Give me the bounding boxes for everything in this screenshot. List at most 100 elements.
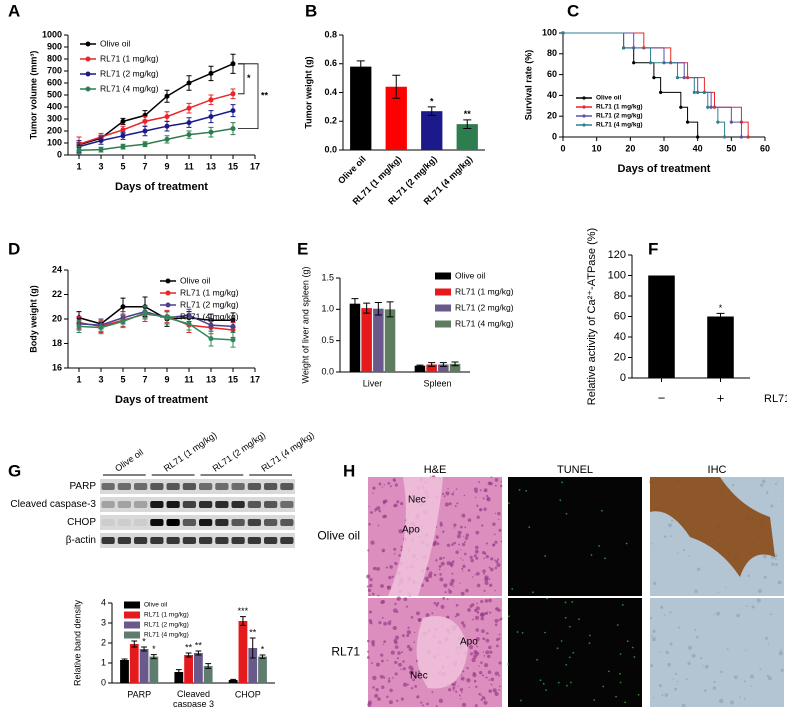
y-tick-label: 800 bbox=[47, 53, 62, 63]
texture bbox=[719, 698, 724, 704]
texture bbox=[556, 647, 559, 650]
data-point bbox=[208, 129, 214, 135]
y-axis-label: Survival rate (%) bbox=[523, 50, 533, 121]
texture bbox=[459, 687, 464, 692]
texture bbox=[406, 683, 409, 686]
band bbox=[280, 483, 294, 490]
texture bbox=[380, 659, 384, 663]
texture bbox=[724, 586, 727, 588]
texture bbox=[480, 599, 484, 604]
texture bbox=[756, 598, 761, 603]
texture bbox=[671, 519, 674, 522]
texture bbox=[669, 611, 672, 614]
texture bbox=[427, 573, 433, 579]
texture bbox=[494, 512, 497, 515]
texture bbox=[469, 652, 474, 656]
texture bbox=[464, 536, 469, 540]
texture bbox=[668, 523, 672, 528]
band bbox=[134, 501, 148, 508]
texture bbox=[367, 702, 372, 707]
row-label: Olive oil bbox=[317, 529, 360, 543]
texture bbox=[370, 540, 375, 545]
texture bbox=[498, 685, 501, 688]
texture bbox=[696, 567, 701, 571]
legend-label: RL71 (1 mg/kg) bbox=[455, 286, 514, 296]
texture bbox=[457, 685, 459, 687]
data-point bbox=[98, 147, 104, 153]
legend-swatch bbox=[435, 304, 451, 312]
error-bar bbox=[716, 312, 725, 321]
texture bbox=[489, 481, 493, 486]
x-tick-label: 11 bbox=[184, 161, 194, 171]
texture bbox=[380, 599, 385, 604]
texture bbox=[486, 497, 490, 501]
texture bbox=[370, 622, 373, 625]
data-point bbox=[76, 323, 82, 329]
y-tick-label: 20 bbox=[614, 351, 626, 363]
annotation: ** bbox=[261, 91, 269, 101]
texture bbox=[387, 481, 391, 485]
texture bbox=[557, 681, 560, 684]
texture bbox=[545, 689, 548, 692]
error-bar bbox=[356, 60, 365, 73]
texture bbox=[486, 611, 489, 613]
texture bbox=[744, 680, 747, 683]
error-bar bbox=[175, 669, 182, 675]
texture bbox=[461, 542, 466, 547]
data-point bbox=[208, 70, 214, 76]
texture bbox=[462, 559, 464, 561]
legend-marker bbox=[85, 41, 91, 47]
legend-swatch bbox=[124, 611, 140, 619]
texture bbox=[394, 660, 398, 665]
texture bbox=[367, 650, 370, 653]
x-tick-label: CHOP bbox=[235, 689, 261, 699]
legend-label: RL71 (2 mg/kg) bbox=[596, 113, 643, 120]
texture bbox=[476, 504, 479, 507]
bar bbox=[449, 363, 461, 372]
texture bbox=[368, 619, 372, 623]
texture bbox=[681, 703, 686, 707]
bar bbox=[426, 364, 437, 372]
texture bbox=[669, 642, 673, 646]
texture bbox=[451, 572, 454, 575]
texture bbox=[564, 601, 567, 604]
texture bbox=[381, 685, 385, 689]
texture bbox=[463, 541, 466, 544]
x-tick-label: 40 bbox=[693, 143, 703, 153]
bar bbox=[414, 365, 426, 372]
band bbox=[182, 483, 196, 490]
band bbox=[117, 501, 131, 508]
y-tick-label: 500 bbox=[47, 89, 62, 99]
bar bbox=[248, 648, 258, 683]
legend-label: RL71 (4 mg/kg) bbox=[100, 83, 159, 93]
texture bbox=[664, 693, 669, 697]
legend-label: Olive oil bbox=[100, 38, 130, 48]
band bbox=[101, 519, 115, 526]
legend-label: RL71 (4 mg/kg) bbox=[180, 311, 239, 321]
texture bbox=[443, 583, 448, 588]
texture bbox=[650, 664, 654, 668]
texture bbox=[389, 688, 393, 693]
texture bbox=[518, 488, 521, 491]
texture bbox=[379, 674, 384, 679]
texture bbox=[494, 540, 498, 544]
lane-label: RL71 (2 mg/kg) bbox=[211, 430, 268, 474]
error-bar bbox=[230, 678, 237, 682]
y-tick-label: 1.5 bbox=[321, 272, 334, 282]
y-axis-label: Body weight (g) bbox=[28, 285, 38, 353]
texture bbox=[494, 671, 499, 676]
texture bbox=[475, 685, 478, 689]
texture bbox=[402, 682, 408, 687]
x-tick-label: 9 bbox=[164, 161, 169, 171]
legend-label: RL71 (1 mg/kg) bbox=[144, 612, 189, 619]
texture bbox=[604, 557, 606, 560]
series-line bbox=[78, 93, 234, 145]
texture bbox=[457, 530, 462, 535]
legend-marker bbox=[85, 71, 91, 77]
texture bbox=[544, 555, 546, 557]
texture bbox=[421, 704, 425, 707]
bar bbox=[120, 660, 129, 683]
x-tick-label: 17 bbox=[250, 374, 260, 384]
y-tick-label: 0.0 bbox=[324, 144, 337, 154]
texture bbox=[544, 631, 546, 634]
